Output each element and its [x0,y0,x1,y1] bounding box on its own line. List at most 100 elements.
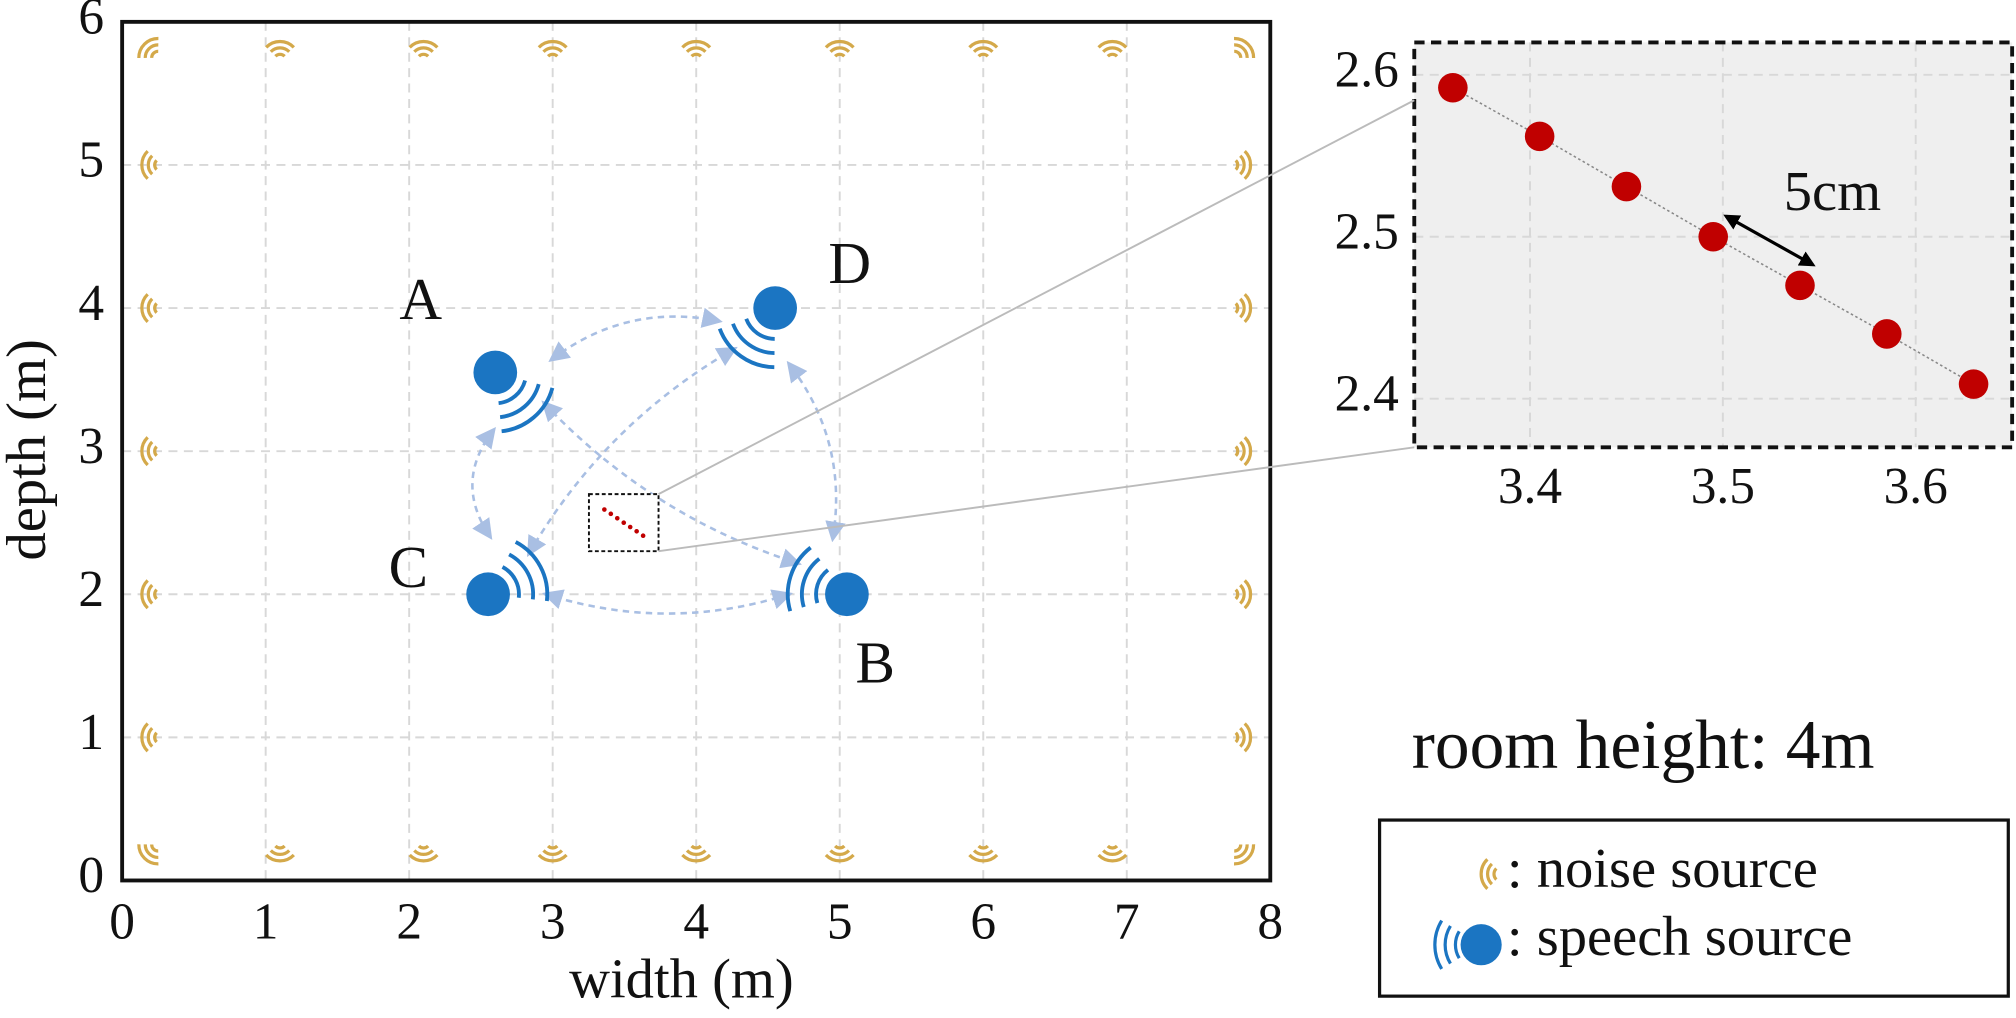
speech-dot [473,350,518,395]
wave-arc [1233,36,1256,59]
y-tick-label: 5 [78,132,104,189]
mic-dot-small [634,528,639,534]
x-tick-label: 7 [1114,894,1140,951]
wave-arc [824,39,855,49]
wave-arc [508,552,536,600]
wave-arc [498,379,527,406]
wave-arc [968,853,999,863]
noise-source [265,844,295,863]
wave-arc [274,844,286,850]
noise-source [140,722,158,753]
noise-source [968,844,999,863]
wave-arc [681,853,712,863]
noise-source [137,844,159,866]
mic-dot [1698,221,1728,252]
wave-arc [814,568,830,604]
noise-source [140,293,158,324]
x-tick-label: 0 [109,894,135,951]
wave-arc [1239,440,1246,462]
noise-source [824,844,855,863]
y-tick-label: 2.4 [1335,366,1399,423]
wave-arc [968,39,999,49]
noise-source [1233,844,1256,866]
wave-arc [1234,445,1240,457]
wave-arc [501,387,555,434]
x-tick-label: 3.6 [1884,458,1948,515]
wave-arc [269,46,291,54]
wave-arc [1443,925,1452,965]
x-tick-label: 2 [396,894,422,951]
noise-source [1234,722,1253,753]
noise-source [140,436,158,467]
wave-arc [681,39,712,49]
speech-dot [825,572,869,617]
mic-dot [1958,369,1989,399]
y-tick-label: 4 [78,275,104,332]
x-tick-label: 3.5 [1691,458,1755,515]
mic-dot [1785,270,1815,301]
noise-source [1233,36,1256,59]
wave-arc [1233,844,1243,853]
noise-source [1097,844,1128,863]
wave-arc [274,52,286,58]
wave-arc [413,849,434,856]
wave-arc [150,844,159,853]
wave-arc [140,722,149,753]
plot-frame [120,19,1273,883]
mic-dot-small [608,511,614,517]
noise-source [968,39,999,58]
mic-dot-small [602,507,607,512]
speech-source [466,540,550,617]
wave-arc [146,297,154,319]
wave-arc [1234,731,1240,744]
wave-arc [137,36,159,59]
speech-source [717,286,798,370]
wave-arc [972,46,994,54]
mic-dot [1438,72,1468,103]
wave-arc [824,853,855,863]
wave-arc [546,52,559,58]
wave-arc [546,844,559,850]
wave-arc [977,52,990,58]
wave-arc [800,557,821,608]
wave-arc [1492,867,1498,881]
y-tick-label: 6 [78,0,104,46]
wave-arc [1453,930,1461,960]
wave-arc [537,853,568,863]
wave-arc [146,154,154,176]
noise-source [137,36,159,59]
wave-arc [265,39,295,49]
wave-arc [1233,844,1249,860]
legend-label: : speech source [1507,906,1852,968]
wave-arc [1234,159,1240,171]
wave-arc [731,323,775,355]
x-tick-label: 6 [970,894,996,951]
wave-arc [153,445,158,457]
wave-arc [140,436,149,467]
noise-source [681,39,712,58]
y-tick-label: 2.6 [1335,42,1399,99]
noise-source [140,149,158,180]
wave-arc [785,546,812,612]
wave-arc [1102,46,1123,54]
wave-arc [977,844,990,850]
wave-arc [269,849,291,856]
mic-dot-small [621,520,627,526]
noise-source [537,39,568,58]
noise-source [537,844,568,863]
wave-arc [1097,39,1128,49]
wave-arc [140,293,149,324]
noise-source [681,844,712,863]
wave-arc [690,844,702,850]
wave-arc [143,844,159,860]
x-tick-label: 1 [253,894,279,951]
mic-dot-small [627,524,633,530]
wave-arc [1233,49,1243,59]
wave-arc [1106,52,1119,58]
noise-source [408,39,439,58]
wave-arc [690,52,702,58]
x-tick-label: 3.4 [1498,458,1562,515]
noise-source [1234,293,1253,324]
spacing-arrow [1723,214,1816,267]
wave-arc [153,302,158,314]
